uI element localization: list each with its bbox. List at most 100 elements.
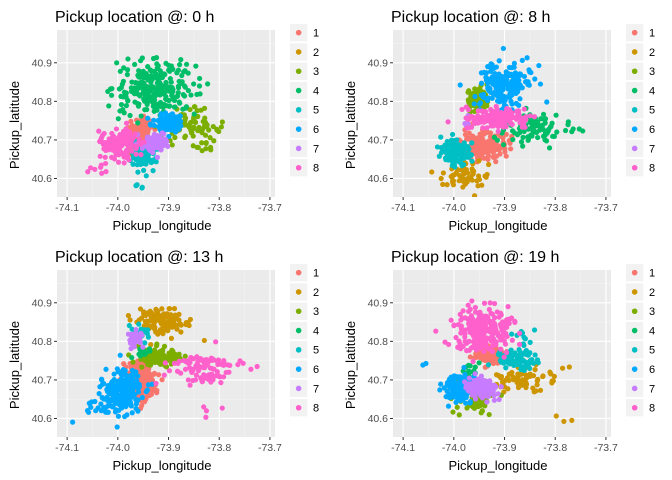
data-point <box>480 130 486 136</box>
data-point <box>97 384 103 390</box>
legend-swatch <box>631 269 638 276</box>
data-point <box>154 154 161 160</box>
data-point <box>221 360 227 366</box>
data-point <box>124 67 131 73</box>
data-point <box>459 106 465 113</box>
data-point <box>175 67 182 73</box>
legend-item: 1 <box>290 264 319 282</box>
legend: 1 2 3 4 5 6 7 8 <box>626 264 655 417</box>
data-point <box>498 375 504 381</box>
data-point <box>489 384 495 390</box>
data-point <box>169 142 175 148</box>
legend-item: 5 <box>290 101 319 119</box>
data-point <box>182 133 189 139</box>
data-point <box>127 317 133 323</box>
x-tick-label: -74.0 <box>442 442 466 454</box>
data-point <box>527 117 533 123</box>
data-point <box>125 56 131 62</box>
data-point <box>551 373 557 379</box>
data-point <box>522 336 528 342</box>
data-point <box>149 317 155 324</box>
y-axis-title: Pickup_latitude <box>343 321 358 409</box>
data-point <box>475 376 481 382</box>
legend-item: 8 <box>290 159 319 177</box>
data-point <box>478 70 485 76</box>
data-point <box>190 143 196 149</box>
data-point <box>163 60 169 66</box>
data-point <box>123 126 129 132</box>
series-6 <box>145 110 184 140</box>
data-point <box>140 344 146 350</box>
data-point <box>441 385 447 391</box>
data-point <box>494 93 500 99</box>
data-point <box>182 68 188 74</box>
legend-label: 3 <box>313 306 319 318</box>
series-8 <box>445 103 538 135</box>
data-point <box>529 357 535 363</box>
series-7 <box>461 371 504 405</box>
data-point <box>495 351 501 357</box>
legend-label: 5 <box>649 345 655 357</box>
data-point <box>139 85 146 92</box>
data-point <box>510 374 516 380</box>
legend-item: 4 <box>626 81 655 100</box>
data-point <box>139 184 145 190</box>
data-point <box>187 382 193 388</box>
data-point <box>490 154 496 160</box>
data-point <box>515 108 522 114</box>
data-point <box>483 70 490 76</box>
data-point <box>509 337 515 343</box>
data-point <box>508 98 514 104</box>
data-point <box>453 334 459 341</box>
data-point <box>461 364 467 371</box>
data-point <box>205 81 211 87</box>
data-point <box>190 366 196 372</box>
data-point <box>113 400 119 407</box>
panel-title: Pickup location @: 8 h <box>391 9 550 26</box>
legend-label: 3 <box>649 306 655 318</box>
data-point <box>97 137 104 143</box>
data-point <box>544 99 550 105</box>
data-point <box>170 66 176 72</box>
legend-item: 5 <box>626 341 655 359</box>
data-point <box>165 328 171 334</box>
plot-area: -74.1 -74.0 -73.9 -73.8 -73.7 40.6 40.7 40.8 40.… <box>368 270 618 454</box>
data-point <box>132 61 138 68</box>
data-point <box>469 158 475 164</box>
data-point <box>162 360 168 366</box>
legend-item: 1 <box>290 24 319 42</box>
data-point <box>463 104 469 110</box>
data-point <box>506 320 512 326</box>
data-point <box>486 306 492 313</box>
data-point <box>442 339 448 345</box>
legend-swatch <box>295 164 302 171</box>
data-point <box>157 314 163 320</box>
points-layer <box>420 298 575 424</box>
data-point <box>123 147 130 153</box>
data-point <box>550 133 556 139</box>
data-point <box>144 143 150 150</box>
data-point <box>185 360 192 367</box>
legend-label: 2 <box>313 287 319 299</box>
data-point <box>185 87 191 94</box>
data-point <box>129 391 135 397</box>
data-point <box>478 312 485 318</box>
data-point <box>138 315 145 321</box>
data-point <box>497 151 503 157</box>
data-point <box>188 119 194 126</box>
data-point <box>161 91 167 97</box>
legend-swatch <box>631 366 638 372</box>
data-point <box>151 122 157 129</box>
data-point <box>462 181 468 187</box>
data-point <box>478 80 485 86</box>
data-point <box>147 362 154 368</box>
data-point <box>468 113 474 120</box>
legend-item: 4 <box>290 81 319 100</box>
data-point <box>182 84 188 90</box>
data-point <box>162 356 168 362</box>
legend-label: 4 <box>649 325 655 337</box>
x-tick-label: -74.1 <box>55 442 79 454</box>
data-point <box>527 373 533 379</box>
data-point <box>214 126 220 132</box>
data-point <box>132 340 138 346</box>
